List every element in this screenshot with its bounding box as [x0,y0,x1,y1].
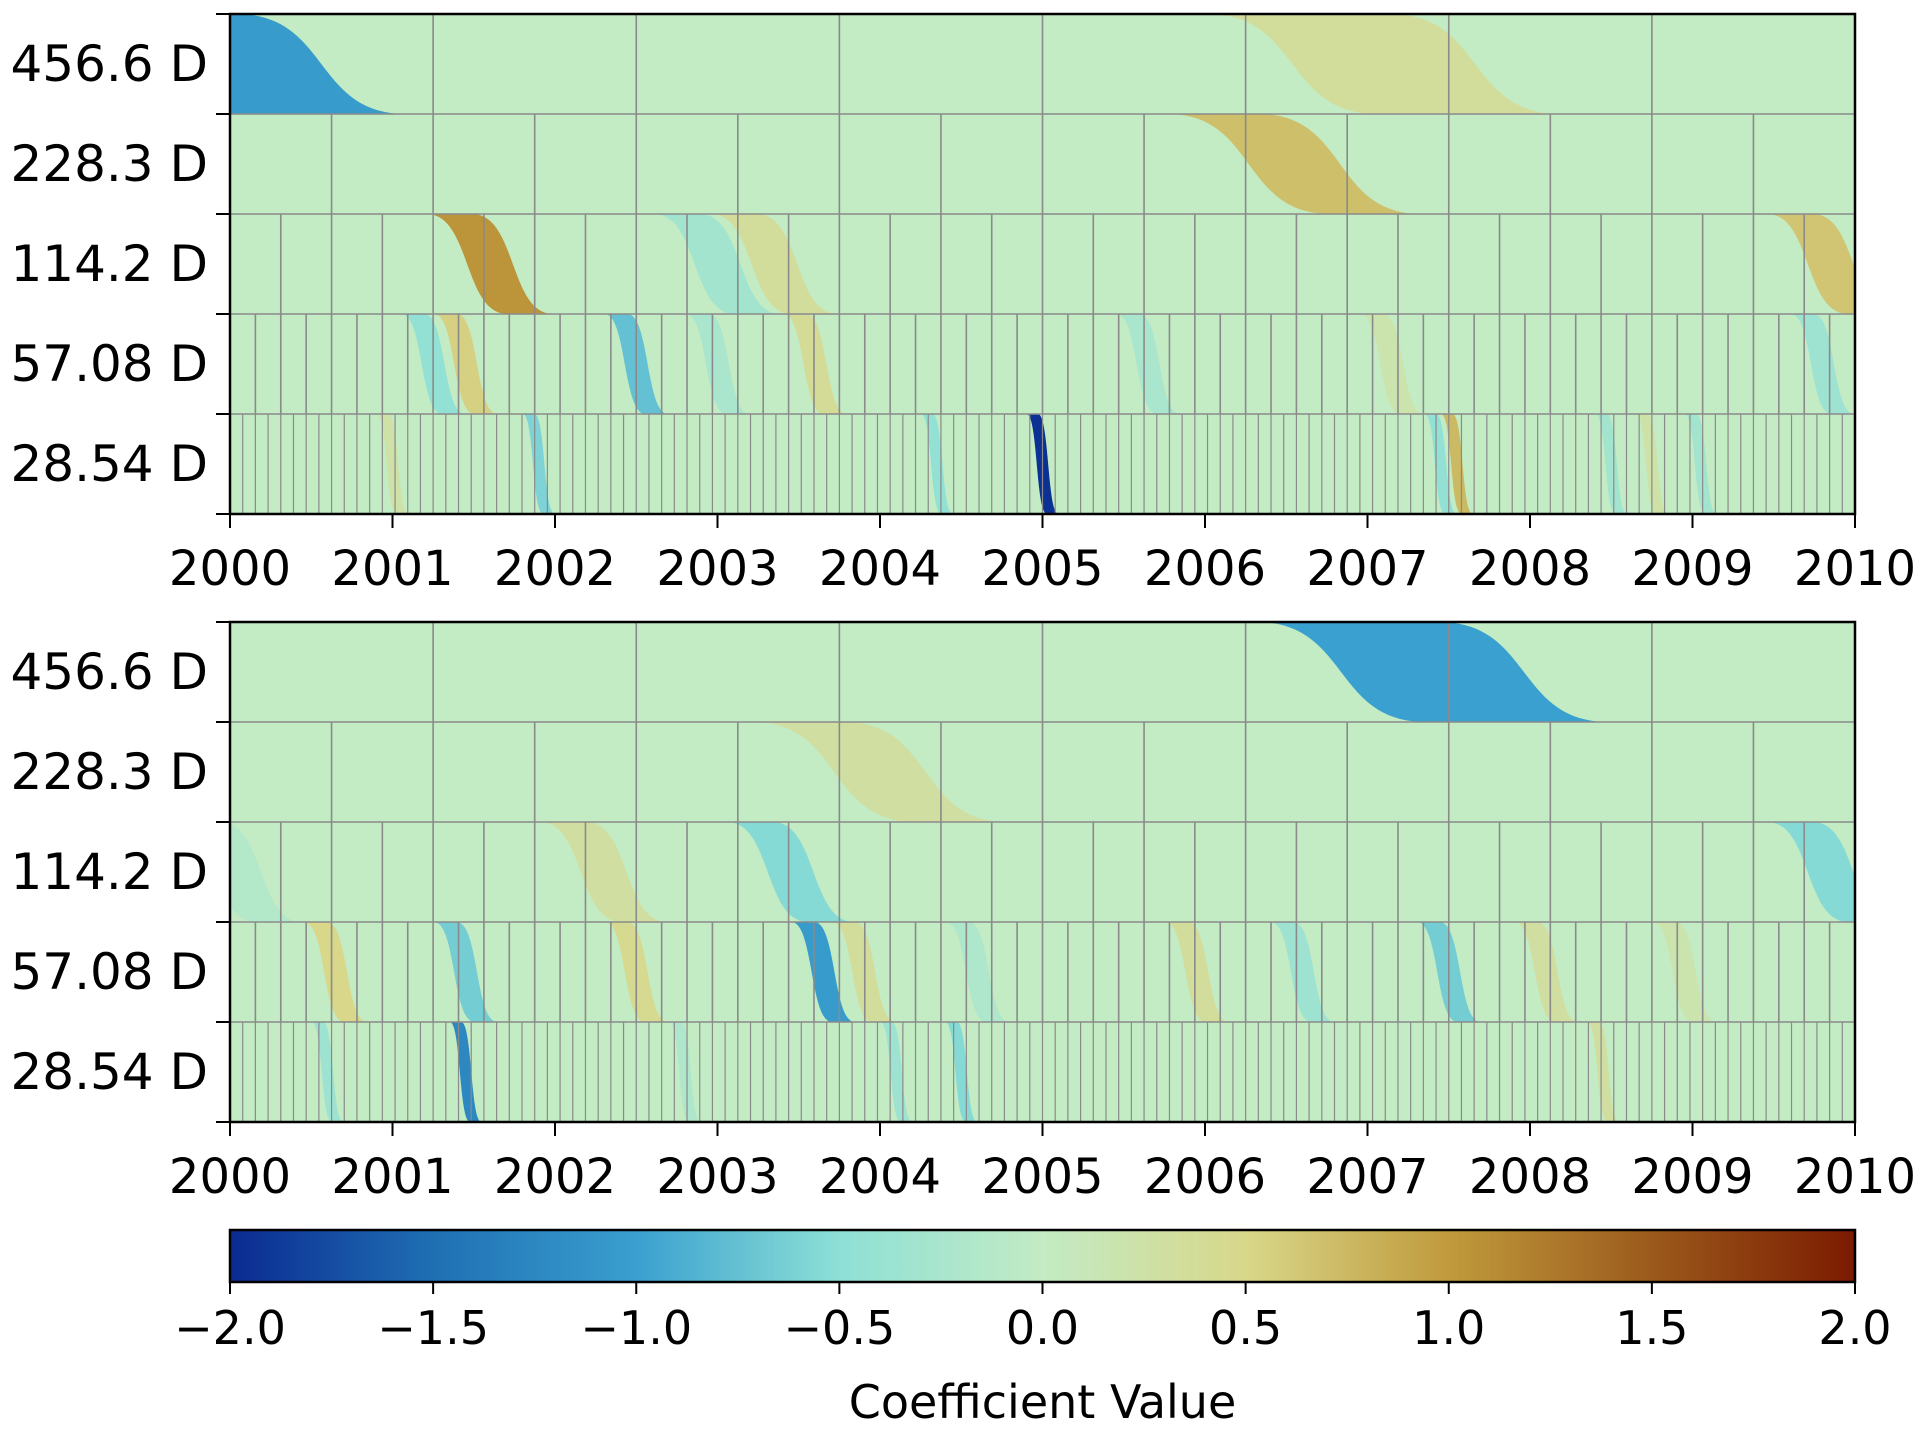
level-label: 228.3 D [10,135,208,193]
x-tick-label: 2004 [819,1149,941,1205]
coefficient-band [1207,14,1561,114]
colorbar-gradient [228,1228,1857,1284]
level-label: 114.2 D [10,843,208,901]
x-tick-label: 2002 [494,541,616,597]
coefficient-band [1684,414,1717,514]
colorbar-tick-label: 0.5 [1209,1301,1282,1355]
x-tick-label: 2006 [1144,1149,1266,1205]
level-row [230,14,1561,114]
chart-panel-top: 456.6 D 228.3 D 114.2 D 57.08 D 28.54 D 2000 2… [10,12,1916,597]
coefficient-band [727,822,855,922]
coefficient-band [303,922,368,1022]
level-row [376,414,1717,514]
coefficient-band [1767,214,1855,314]
coefficient-band [1514,922,1578,1022]
colorbar-tick-label: 2.0 [1818,1301,1891,1355]
colorbar-tick-label: −1.5 [377,1301,489,1355]
coefficient-band [1790,314,1855,414]
coefficient-band [753,722,1007,822]
colorbar: −2.0 −1.5 −1.0 −0.5 0.0 0.5 1.0 1.5 2.0 Coeffici… [174,1228,1892,1429]
x-tick-label: 2010 [1794,541,1916,597]
colorbar-tick-label: −0.5 [784,1301,896,1355]
x-tick-label: 2007 [1306,1149,1428,1205]
level-label: 456.6 D [10,35,208,93]
coefficient-band [1595,414,1628,514]
x-tick-label: 2009 [1631,1149,1753,1205]
coefficient-band [1767,822,1855,922]
level-row [1256,622,1609,722]
level-label: 57.08 D [10,335,208,393]
x-tick-label: 2008 [1469,541,1591,597]
x-tick-label: 2002 [494,1149,616,1205]
coefficient-band [1270,922,1335,1022]
x-tick-label: 2010 [1794,1149,1916,1205]
colorbar-tick-label: 1.0 [1412,1301,1485,1355]
x-tick-label: 2009 [1631,541,1753,597]
x-tick-label: 2005 [981,541,1103,597]
coefficient-band [433,922,498,1022]
x-tick-label: 2005 [981,1149,1103,1205]
x-tick-label: 2003 [656,541,778,597]
level-row [426,214,1855,314]
x-tick-label: 2008 [1469,1149,1591,1205]
coefficient-band [522,414,555,514]
coefficient-band [783,314,847,414]
level-label: 456.6 D [10,643,208,701]
coefficient-band [921,414,953,514]
x-tick-label: 2007 [1306,541,1428,597]
coefficient-band [1167,114,1422,214]
level-label: 114.2 D [10,235,208,293]
coefficient-band [1652,922,1717,1022]
x-tick-label: 2000 [169,1149,291,1205]
colorbar-title: Coefficient Value [849,1375,1237,1429]
coefficient-band [685,314,750,414]
coefficient-band [1116,314,1180,414]
coefficient-band [880,1022,913,1122]
chart-panel-bottom: 456.6 D 228.3 D 114.2 D 57.08 D 28.54 D 2000 2… [10,620,1916,1205]
coefficient-band [1360,314,1424,414]
colorbar-tick-label: −2.0 [174,1301,286,1355]
x-tick-label: 2001 [331,541,453,597]
level-label: 28.54 D [10,435,208,493]
coefficient-band [376,414,409,514]
x-tick-label: 2000 [169,541,291,597]
coefficient-band [230,14,407,114]
coefficient-band [1587,1022,1619,1122]
level-row [753,722,1007,822]
level-row [230,822,1855,922]
coefficient-band [669,1022,701,1122]
level-label: 57.08 D [10,943,208,1001]
coefficient-band [710,214,838,314]
coefficient-band [945,922,1010,1022]
coefficient-band [832,922,896,1022]
coefficient-band [654,214,781,314]
coefficient-band [449,1022,482,1122]
coefficient-band [433,314,498,414]
x-tick-label: 2003 [656,1149,778,1205]
coefficient-band [311,1022,344,1122]
x-tick-label: 2006 [1144,541,1266,597]
colorbar-tick-label: 1.5 [1615,1301,1688,1355]
level-label: 28.54 D [10,1043,208,1101]
level-label: 228.3 D [10,743,208,801]
x-tick-label: 2004 [819,541,941,597]
level-row [1167,114,1422,214]
coefficient-band [1165,922,1229,1022]
x-tick-label: 2001 [331,1149,453,1205]
colorbar-tick-label: 0.0 [1006,1301,1079,1355]
colorbar-tick-label: −1.0 [580,1301,692,1355]
coefficient-band [230,823,302,922]
coefficient-band [426,214,554,314]
coefficient-band [1256,622,1609,722]
